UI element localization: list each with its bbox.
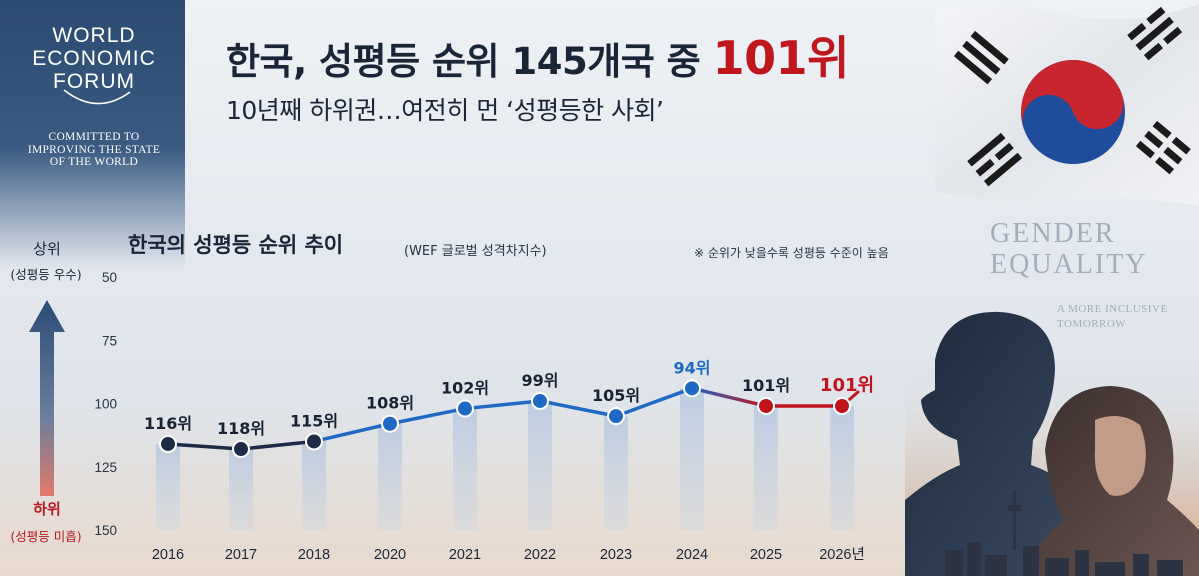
axis-guide-bottom: 하위 bbox=[33, 500, 61, 518]
wef-arc-icon bbox=[63, 89, 131, 105]
wef-tagline-line: IMPROVING THE STATE bbox=[27, 143, 161, 156]
data-point bbox=[757, 397, 775, 416]
x-tick-label: 2017 bbox=[225, 547, 257, 563]
data-label: 116위 bbox=[144, 414, 192, 433]
value-column bbox=[156, 443, 180, 530]
value-column bbox=[229, 449, 253, 530]
value-column bbox=[754, 406, 778, 530]
headline-highlight: 101위 bbox=[712, 31, 850, 85]
axis-guide-top: 상위 bbox=[33, 240, 61, 258]
series-line-segment bbox=[463, 399, 542, 411]
data-point bbox=[456, 399, 474, 418]
x-tick-label: 2022 bbox=[524, 547, 556, 563]
x-tick-label: 2024 bbox=[676, 547, 708, 563]
korean-flag-icon bbox=[935, 4, 1199, 205]
value-column bbox=[680, 388, 704, 530]
series-line-segment bbox=[239, 439, 316, 451]
y-tick-label: 75 bbox=[102, 333, 117, 348]
data-label: 101위 bbox=[820, 375, 874, 396]
series-line-segment bbox=[690, 386, 768, 408]
data-point bbox=[305, 432, 323, 451]
wef-logo-line: ECONOMIC bbox=[32, 47, 156, 70]
series-line-segment bbox=[388, 406, 467, 426]
x-tick-label: 2018 bbox=[298, 547, 330, 563]
data-label: 105위 bbox=[592, 386, 640, 405]
axis-guide-bottom-sub: (성평등 미흡) bbox=[10, 529, 82, 544]
value-column bbox=[528, 400, 552, 530]
axis-guide-top-sub: (성평등 우수) bbox=[10, 267, 82, 282]
chart-title: 한국의 성평등 순위 추이 bbox=[128, 233, 344, 257]
y-tick-label: 125 bbox=[94, 460, 117, 475]
value-column bbox=[830, 406, 854, 530]
data-point bbox=[531, 391, 549, 410]
data-point bbox=[683, 379, 701, 398]
gender-equality-text: GENDER EQUALITY bbox=[990, 218, 1148, 280]
y-tick-label: 50 bbox=[102, 270, 117, 285]
data-point bbox=[833, 397, 851, 416]
data-label: 102위 bbox=[441, 379, 489, 398]
headline-main: 한국, 성평등 순위 145개국 중 bbox=[226, 40, 713, 83]
wef-logo-line: FORUM bbox=[53, 70, 135, 93]
chart-subtitle: (WEF 글로벌 성격차지수) bbox=[404, 244, 547, 259]
series-line-segment bbox=[166, 442, 243, 451]
data-point bbox=[381, 414, 399, 433]
series-line-segment bbox=[614, 386, 694, 418]
wef-logo-line: WORLD bbox=[52, 24, 136, 47]
gender-line: EQUALITY bbox=[990, 249, 1148, 280]
wef-tagline-line: COMMITTED TO bbox=[48, 131, 140, 143]
gender-sub-line: TOMORROW bbox=[1057, 318, 1127, 330]
x-tick-label: 2023 bbox=[600, 547, 632, 563]
up-arrow-icon bbox=[29, 300, 65, 496]
value-column bbox=[453, 408, 477, 530]
x-tick-label: 2016 bbox=[152, 547, 184, 563]
data-label: 94위 bbox=[674, 358, 711, 377]
series-line-segment bbox=[312, 421, 392, 444]
x-tick-label: 2021 bbox=[449, 547, 481, 563]
x-tick-label: 2025 bbox=[750, 547, 782, 563]
y-tick-label: 150 bbox=[94, 523, 117, 538]
chart-note: ※ 순위가 낮을수록 성평등 수준이 높음 bbox=[694, 246, 889, 260]
data-label: 99위 bbox=[522, 371, 559, 390]
wef-panel: WORLD ECONOMIC FORUM COMMITTED TO IMPROV… bbox=[0, 0, 185, 270]
wef-logo: WORLD ECONOMIC FORUM bbox=[14, 24, 174, 93]
data-label: 101위 bbox=[742, 376, 790, 395]
x-tick-label: 2026년 bbox=[819, 546, 865, 563]
gender-subtext: A MORE INCLUSIVE TOMORROW bbox=[1057, 302, 1168, 332]
value-column bbox=[378, 423, 402, 530]
value-column bbox=[604, 416, 628, 530]
data-point bbox=[607, 407, 625, 426]
y-tick-label: 100 bbox=[94, 397, 117, 412]
headline-title: 한국, 성평등 순위 145개국 중 101위 bbox=[226, 22, 849, 88]
people-silhouette-image bbox=[905, 311, 1199, 576]
data-label: 108위 bbox=[366, 394, 414, 413]
series-line-segment bbox=[538, 399, 618, 418]
wef-tagline: COMMITTED TO IMPROVING THE STATE OF THE … bbox=[14, 131, 174, 169]
gender-line: GENDER bbox=[990, 218, 1116, 249]
data-label: 115위 bbox=[290, 411, 338, 430]
headline-subtitle: 10년째 하위권…여전히 먼 ‘성평등한 사회’ bbox=[226, 96, 664, 125]
data-label: 118위 bbox=[217, 419, 265, 438]
data-point bbox=[232, 440, 250, 459]
x-tick-label: 2020 bbox=[374, 547, 406, 563]
data-point bbox=[159, 434, 177, 453]
value-column bbox=[302, 441, 326, 530]
gender-sub-line: A MORE INCLUSIVE bbox=[1057, 303, 1168, 315]
wef-tagline-line: OF THE WORLD bbox=[49, 156, 139, 168]
